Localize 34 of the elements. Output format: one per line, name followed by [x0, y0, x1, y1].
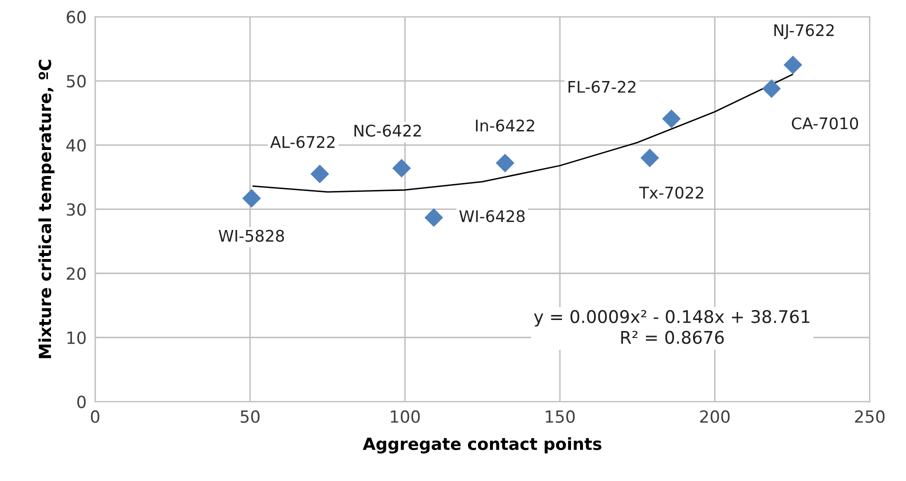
y-tick-label: 40: [66, 139, 86, 152]
annotation: AL-6722: [270, 136, 334, 148]
x-tick-label: 150: [546, 410, 575, 423]
annotation: WI-6428: [459, 210, 525, 222]
annotation: WI-5828: [218, 230, 284, 242]
point: [640, 148, 660, 168]
point: [242, 189, 261, 208]
x-tick-label: 250: [855, 410, 885, 423]
point: [662, 109, 681, 128]
point: [392, 158, 411, 178]
point: [762, 79, 781, 98]
point: [424, 208, 444, 227]
point: [310, 164, 330, 184]
annotation: Tx-7022: [639, 186, 704, 199]
y-tick-label: 20: [66, 267, 86, 280]
y-axis-title: Mixture critical temperature, ºC: [38, 60, 54, 358]
annotation: y = 0.0009x² - 0.148x + 38.761 R² = 0.8676: [534, 310, 810, 344]
x-tick-label: 50: [240, 410, 260, 423]
y-tick-label: 60: [66, 10, 86, 24]
point: [496, 154, 514, 172]
annotation: NJ-7622: [774, 24, 834, 40]
y-tick-label: 10: [67, 331, 86, 344]
point: [784, 56, 802, 74]
x-tick-label: 200: [700, 410, 730, 423]
x-tick-label: 0: [90, 410, 100, 423]
y-tick-label: 50: [66, 74, 86, 88]
annotation: NC-6422: [354, 124, 421, 137]
y-tick-label: 0: [77, 396, 86, 408]
x-axis-title: Aggregate contact points: [362, 437, 602, 454]
annotation: FL-67-22: [568, 80, 636, 93]
annotation: CA-7010: [792, 117, 858, 130]
x-tick-label: 100: [390, 410, 420, 423]
y-tick-label: 30: [66, 203, 86, 216]
annotation: In-6422: [476, 120, 534, 132]
